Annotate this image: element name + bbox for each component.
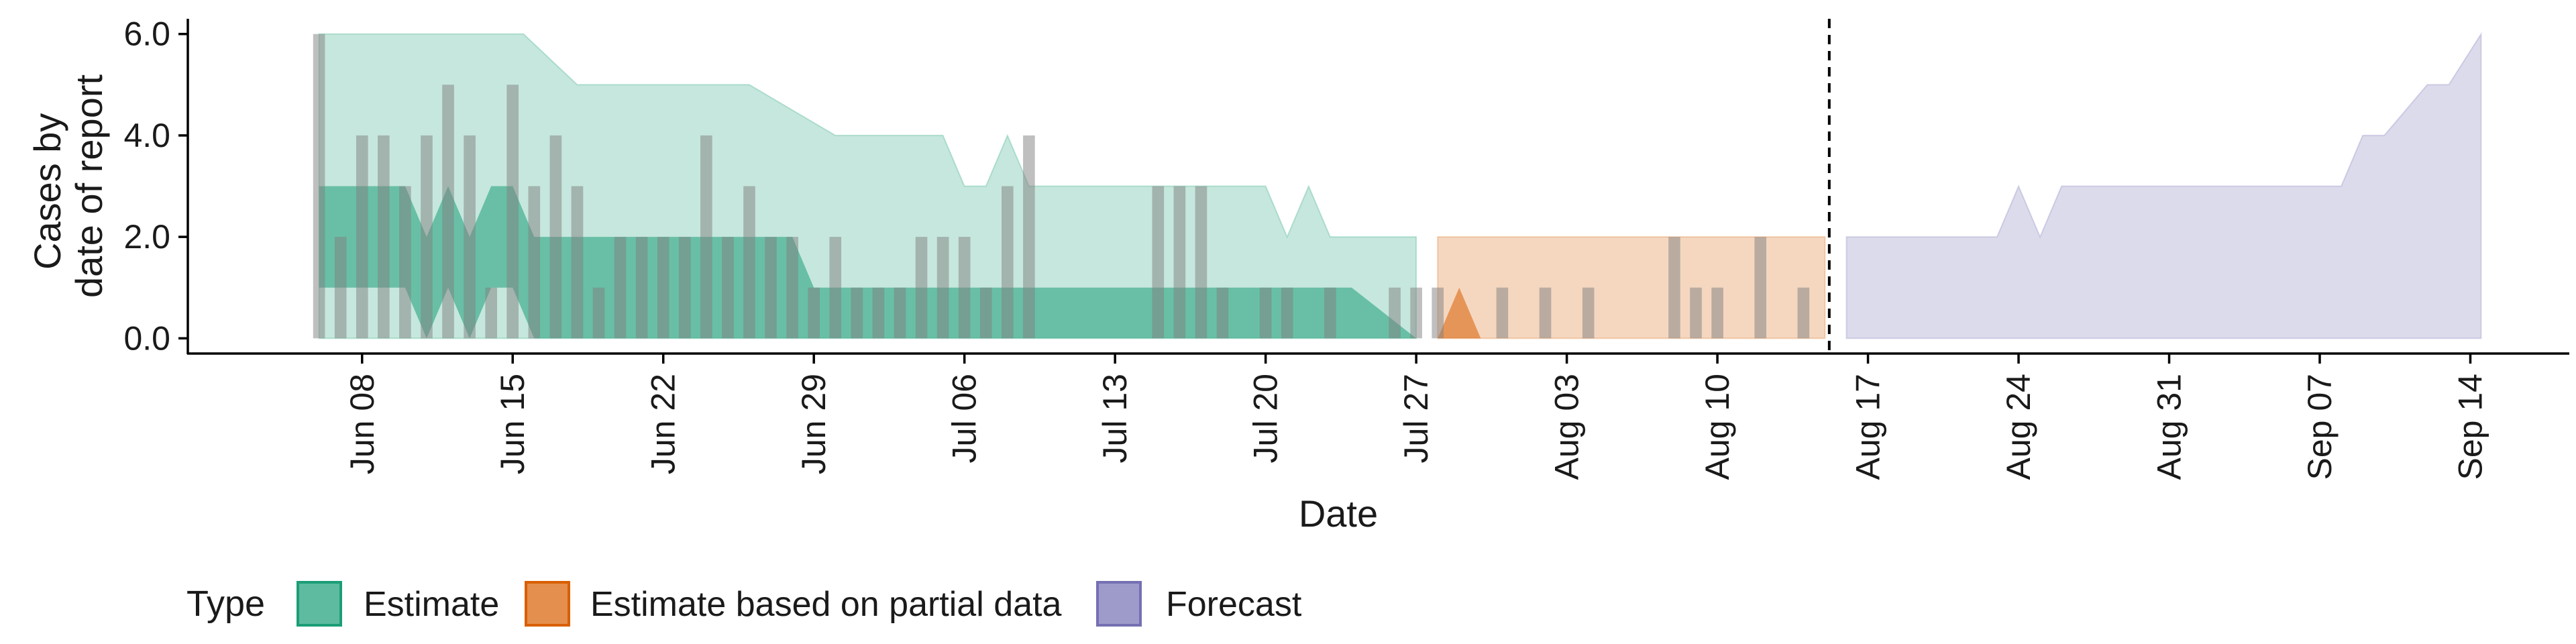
reported-case-bar [399,186,411,339]
reported-case-bar [1195,186,1208,339]
legend-key-partial [525,581,570,627]
reported-case-bar [1023,135,1035,339]
legend-label-partial: Estimate based on partial data [590,585,1062,624]
reported-case-bar [528,186,541,339]
y-axis-title: Cases by date of report [26,74,110,299]
y-tick-label: 2.0 [123,218,170,256]
reported-case-bar [506,85,519,339]
reported-case-bar [786,237,798,339]
reported-case-bar [894,287,906,339]
x-tick-label: Aug 03 [1548,374,1586,480]
x-tick-label: Jul 27 [1397,374,1435,463]
x-tick-label: Jun 08 [343,374,381,474]
reported-case-bar [1797,287,1810,339]
x-tick-label: Aug 10 [1699,374,1736,480]
reported-case-bar [1281,287,1293,339]
x-tick-label: Jul 13 [1096,374,1134,463]
reported-case-bar [378,135,390,339]
reported-case-bar [1324,287,1336,339]
reported-case-bar [657,237,669,339]
reported-case-bar [614,237,627,339]
reported-case-bar [915,237,928,339]
reported-case-bar [979,287,992,339]
x-tick-label: Aug 24 [2000,374,2037,480]
reported-case-bar [1410,287,1422,339]
x-tick-label: Jul 06 [946,374,983,463]
reported-case-bar [635,237,648,339]
forecast-outer-band [1845,32,2482,339]
reported-case-bar [356,135,368,339]
x-tick-label: Jun 22 [645,374,682,474]
legend-key-forecast [1096,581,1142,627]
reported-case-bar [1668,237,1680,339]
reported-case-bar [765,237,777,339]
reported-case-bar [1432,287,1444,339]
reported-case-bar [1690,287,1702,339]
reported-case-bar [442,85,454,339]
axes: 0.0 2.0 4.0 6.0 Jun 08 Jun 15 Jun 22 Jun 29 Jul … [123,15,2569,480]
reported-case-bar [1754,237,1767,339]
x-axis-title: Date [1299,492,1378,535]
reported-case-bar [678,237,691,339]
legend-title: Type [186,584,265,624]
reported-case-bar [485,287,497,339]
reported-case-bar [872,287,885,339]
reported-case-bar [1582,287,1595,339]
y-tick-label: 6.0 [123,15,170,53]
reported-case-bar [571,186,584,339]
partial-estimate-inner-band [1438,287,1481,339]
x-tick-label: Sep 07 [2301,374,2339,480]
legend: Type Estimate Estimate based on partial … [186,581,1302,627]
reported-case-bar [464,135,476,339]
x-tick-label: Sep 14 [2451,374,2489,480]
reported-case-bar [700,135,712,339]
reported-case-bar [1173,186,1186,339]
reported-case-bar [829,237,842,339]
reported-case-bar [334,237,347,339]
reported-case-bar [743,186,755,339]
plot-area [313,19,2482,354]
reported-case-bar [1389,287,1401,339]
partial-estimate-outer-band [1437,236,1826,339]
x-tick-label: Jun 15 [494,374,531,474]
y-axis-title-line-2: date of report [68,74,110,299]
reported-case-bar [722,237,734,339]
reported-case-bar [313,34,325,339]
y-tick-label: 0.0 [123,319,170,357]
x-tick-label: Aug 31 [2151,374,2188,480]
y-axis-title-line-1: Cases by [26,113,68,270]
reported-case-bar [936,237,949,339]
x-tick-label: Jun 29 [795,374,833,474]
legend-key-estimate [297,581,342,627]
reported-case-bar [1001,186,1014,339]
reported-case-bar [549,135,562,339]
reported-case-bar [851,287,863,339]
reported-case-bar [1539,287,1552,339]
x-tick-label: Aug 17 [1849,374,1887,480]
legend-label-estimate: Estimate [364,585,499,624]
reported-case-bar [1259,287,1272,339]
reported-case-bar [1711,287,1723,339]
reported-case-bar [808,287,820,339]
legend-label-forecast: Forecast [1166,585,1302,624]
reported-case-bar [1216,287,1229,339]
reported-case-bar [421,135,433,339]
reported-case-bar [1152,186,1165,339]
reported-case-bar [1496,287,1509,339]
y-tick-label: 4.0 [123,117,170,154]
x-tick-label: Jul 20 [1247,374,1285,463]
reported-case-bar [958,237,971,339]
reported-case-bar [592,287,605,339]
